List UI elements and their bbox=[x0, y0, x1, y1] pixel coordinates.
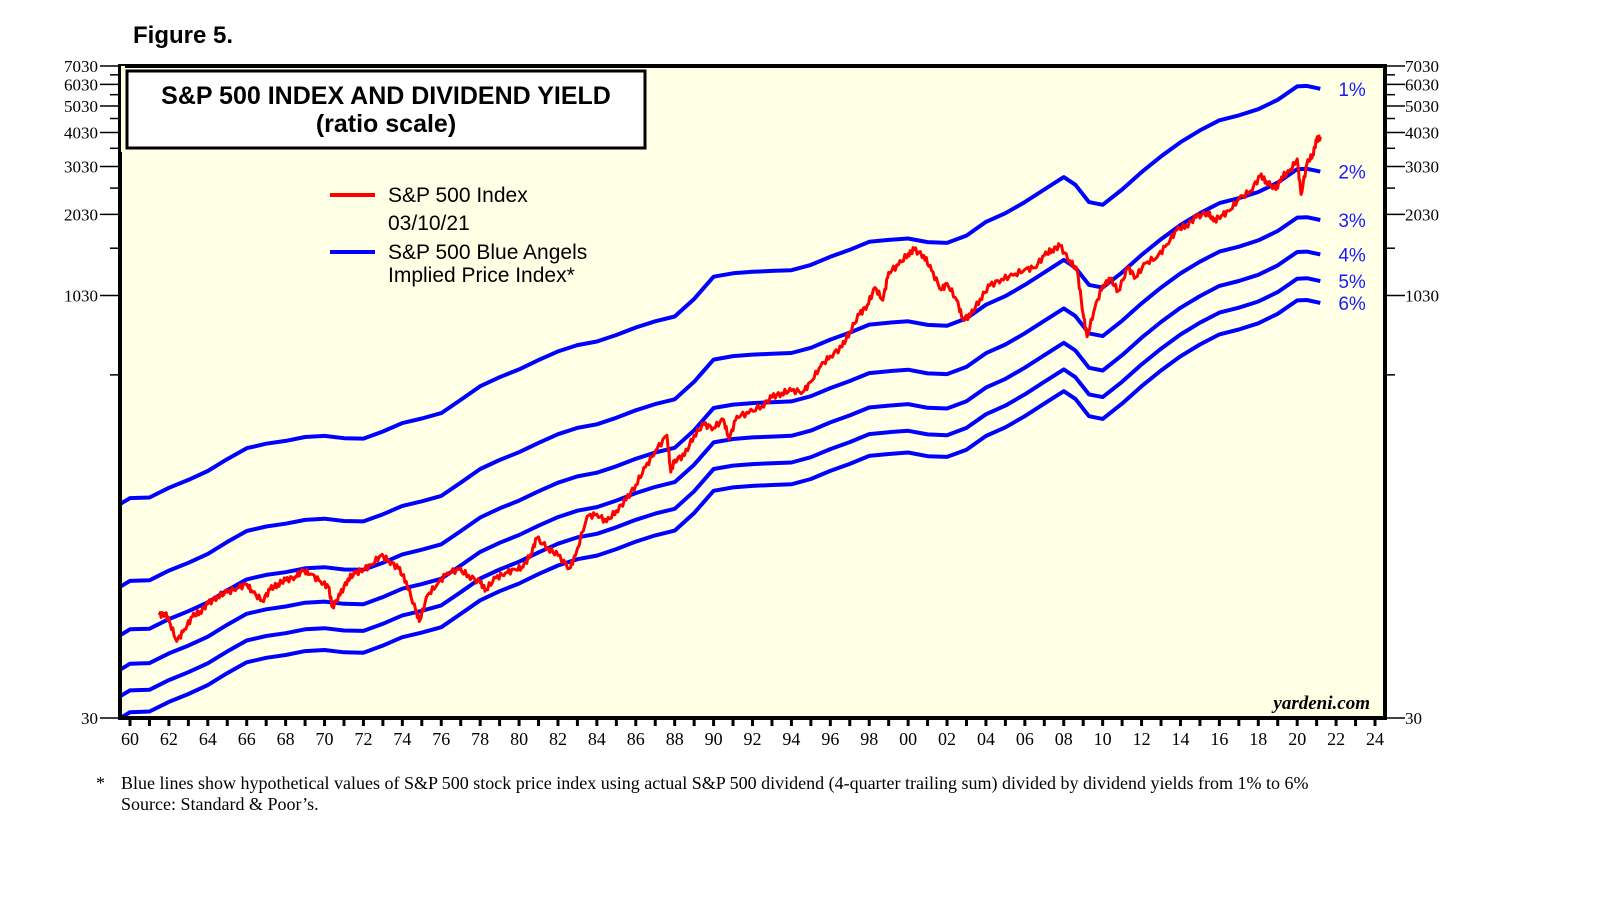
x-tick-label: 94 bbox=[782, 729, 800, 749]
blue-angels-line-4pct bbox=[120, 249, 1321, 672]
x-tick-label: 14 bbox=[1171, 729, 1189, 749]
yield-label-3pct: 3% bbox=[1338, 211, 1366, 232]
y-tick-label-right: 6030 bbox=[1405, 75, 1439, 94]
y-tick-label-right: 3030 bbox=[1405, 158, 1439, 177]
x-tick-label: 80 bbox=[510, 729, 528, 749]
y-tick-label-right: 5030 bbox=[1405, 97, 1439, 116]
x-tick-label: 08 bbox=[1055, 729, 1073, 749]
yield-label-6pct: 6% bbox=[1338, 294, 1366, 315]
x-tick-label: 10 bbox=[1094, 729, 1112, 749]
x-tick-label: 02 bbox=[938, 729, 956, 749]
x-tick-label: 04 bbox=[977, 729, 995, 749]
y-tick-label-left: 4030 bbox=[64, 123, 98, 142]
footnote-marker: * bbox=[96, 773, 105, 793]
chart-subtitle: (ratio scale) bbox=[316, 110, 456, 138]
yield-label-4pct: 4% bbox=[1338, 245, 1366, 266]
x-tick-label: 24 bbox=[1366, 729, 1384, 749]
blue-angels-line-5pct bbox=[120, 276, 1321, 698]
yield-label-1pct: 1% bbox=[1338, 80, 1366, 101]
x-tick-label: 70 bbox=[316, 729, 334, 749]
series-layer: 1% 2% 3% 4% 5%6% bbox=[120, 80, 1366, 718]
y-tick-label-left: 3030 bbox=[64, 158, 98, 177]
x-tick-label: 16 bbox=[1210, 729, 1228, 749]
blue-angels-line-3pct bbox=[120, 215, 1321, 637]
blue-angels-line-1pct bbox=[120, 83, 1321, 506]
x-tick-label: 12 bbox=[1133, 729, 1151, 749]
x-tick-label: 84 bbox=[588, 729, 606, 749]
y-tick-label-left: 7030 bbox=[64, 57, 98, 76]
y-tick-label-right: 2030 bbox=[1405, 205, 1439, 224]
sp500-index-line bbox=[157, 134, 1322, 643]
footnote-text: Blue lines show hypothetical values of S… bbox=[121, 773, 1309, 793]
yield-label-5pct: 5% bbox=[1338, 272, 1366, 293]
watermark: yardeni.com bbox=[1271, 693, 1370, 714]
y-tick-label-left: 1030 bbox=[64, 286, 98, 305]
x-tick-label: 82 bbox=[549, 729, 567, 749]
x-tick-label: 88 bbox=[666, 729, 684, 749]
title-box: S&P 500 INDEX AND DIVIDEND YIELD (ratio … bbox=[121, 66, 647, 152]
x-tick-label: 72 bbox=[354, 729, 372, 749]
legend-label-blue-angels: S&P 500 Blue Angels bbox=[388, 241, 587, 264]
x-tick-label: 92 bbox=[744, 729, 762, 749]
x-tick-label: 78 bbox=[471, 729, 489, 749]
x-tick-label: 20 bbox=[1288, 729, 1306, 749]
legend-label-blue-angels-sub: Implied Price Index* bbox=[388, 264, 575, 287]
x-tick-label: 68 bbox=[277, 729, 295, 749]
plot-frame bbox=[118, 64, 1387, 720]
x-tick-label: 60 bbox=[121, 729, 139, 749]
x-tick-label: 74 bbox=[393, 729, 411, 749]
y-tick-label-left: 2030 bbox=[64, 205, 98, 224]
x-tick-label: 62 bbox=[160, 729, 178, 749]
y-tick-label-right: 7030 bbox=[1405, 57, 1439, 76]
y-tick-label-right: 4030 bbox=[1405, 123, 1439, 142]
chart-title: S&P 500 INDEX AND DIVIDEND YIELD bbox=[161, 82, 611, 110]
figure-label: Figure 5. bbox=[133, 22, 234, 49]
blue-angels-line-6pct bbox=[120, 298, 1321, 718]
x-tick-label: 96 bbox=[821, 729, 839, 749]
legend-date: 03/10/21 bbox=[388, 212, 470, 235]
y-tick-label-left: 6030 bbox=[64, 75, 98, 94]
x-tick-label: 18 bbox=[1249, 729, 1267, 749]
x-tick-label: 66 bbox=[238, 729, 256, 749]
x-tick-label: 76 bbox=[432, 729, 450, 749]
x-tick-label: 00 bbox=[899, 729, 917, 749]
y-tick-label-left: 30 bbox=[81, 709, 98, 728]
plot-area bbox=[120, 66, 1385, 718]
x-tick-label: 22 bbox=[1327, 729, 1345, 749]
x-tick-label: 86 bbox=[627, 729, 645, 749]
x-tick-label: 90 bbox=[705, 729, 723, 749]
y-tick-label-right: 1030 bbox=[1405, 286, 1439, 305]
x-tick-label: 06 bbox=[1016, 729, 1034, 749]
y-tick-label-right: 30 bbox=[1405, 709, 1422, 728]
x-tick-label: 98 bbox=[860, 729, 878, 749]
legend-label-sp500: S&P 500 Index bbox=[388, 184, 528, 207]
y-tick-label-left: 5030 bbox=[64, 97, 98, 116]
footnote-source: Source: Standard & Poor’s. bbox=[121, 794, 319, 814]
yield-label-2pct: 2% bbox=[1338, 163, 1366, 184]
x-axis: 60 62 64 66 68 70 72 74 76 78 80 82 84 86 88 90 92 94 96 98… bbox=[121, 718, 1384, 749]
legend: S&P 500 Index 03/10/21 S&P 500 Blue Ange… bbox=[330, 184, 587, 287]
x-tick-label: 64 bbox=[199, 729, 217, 749]
